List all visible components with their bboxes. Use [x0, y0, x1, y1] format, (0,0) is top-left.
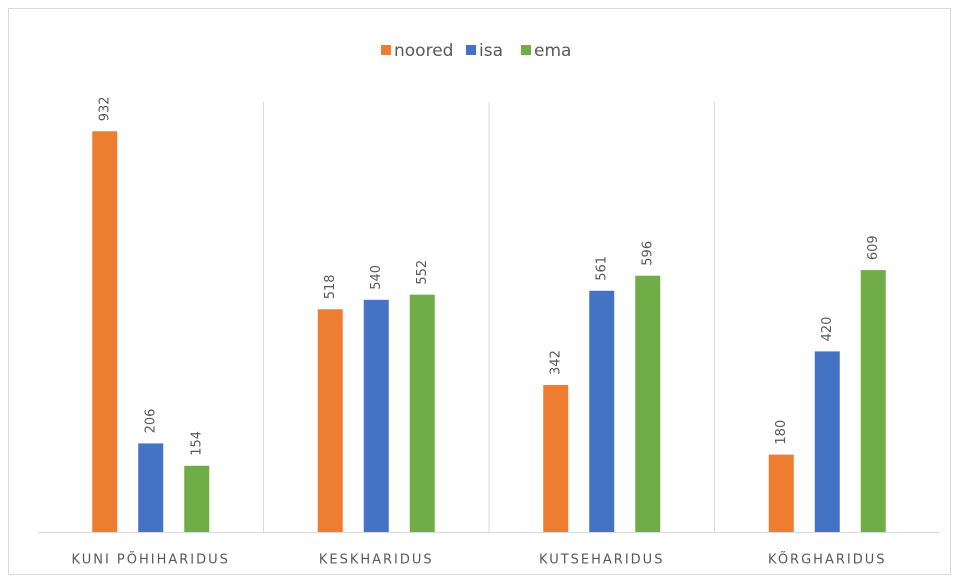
value-label: 206 — [143, 409, 158, 434]
value-label: 561 — [594, 256, 609, 281]
x-tick-label: KÕRGHARIDUS — [768, 552, 886, 568]
value-label: 932 — [97, 96, 112, 121]
legend-swatch — [381, 45, 391, 55]
value-label: 180 — [774, 420, 789, 445]
bar — [768, 454, 794, 532]
bar — [138, 443, 164, 532]
bar — [92, 131, 118, 533]
value-label: 154 — [189, 431, 204, 456]
x-tick-label: KUTSEHARIDUS — [539, 553, 664, 568]
bar — [589, 290, 615, 532]
x-tick-label: KESKHARIDUS — [319, 553, 434, 568]
legend-label: ema — [534, 41, 571, 61]
legend-label: noored — [394, 41, 453, 61]
legend-label: isa — [479, 41, 503, 61]
value-label: 518 — [323, 274, 338, 299]
bar — [363, 299, 389, 532]
legend-swatch — [521, 45, 531, 55]
value-label: 609 — [866, 235, 881, 260]
value-label: 342 — [548, 350, 563, 375]
bar — [860, 270, 886, 532]
value-label: 552 — [415, 260, 430, 285]
bar — [184, 465, 210, 532]
bar — [409, 294, 435, 532]
value-label: 420 — [820, 317, 835, 342]
x-tick-label: KUNI PÕHIHARIDUS — [72, 552, 230, 568]
bar — [814, 351, 840, 532]
bar — [543, 384, 569, 532]
bar — [317, 309, 343, 532]
value-label: 596 — [640, 241, 655, 266]
legend-swatch — [466, 45, 476, 55]
value-label: 540 — [369, 265, 384, 290]
bar — [635, 275, 661, 532]
